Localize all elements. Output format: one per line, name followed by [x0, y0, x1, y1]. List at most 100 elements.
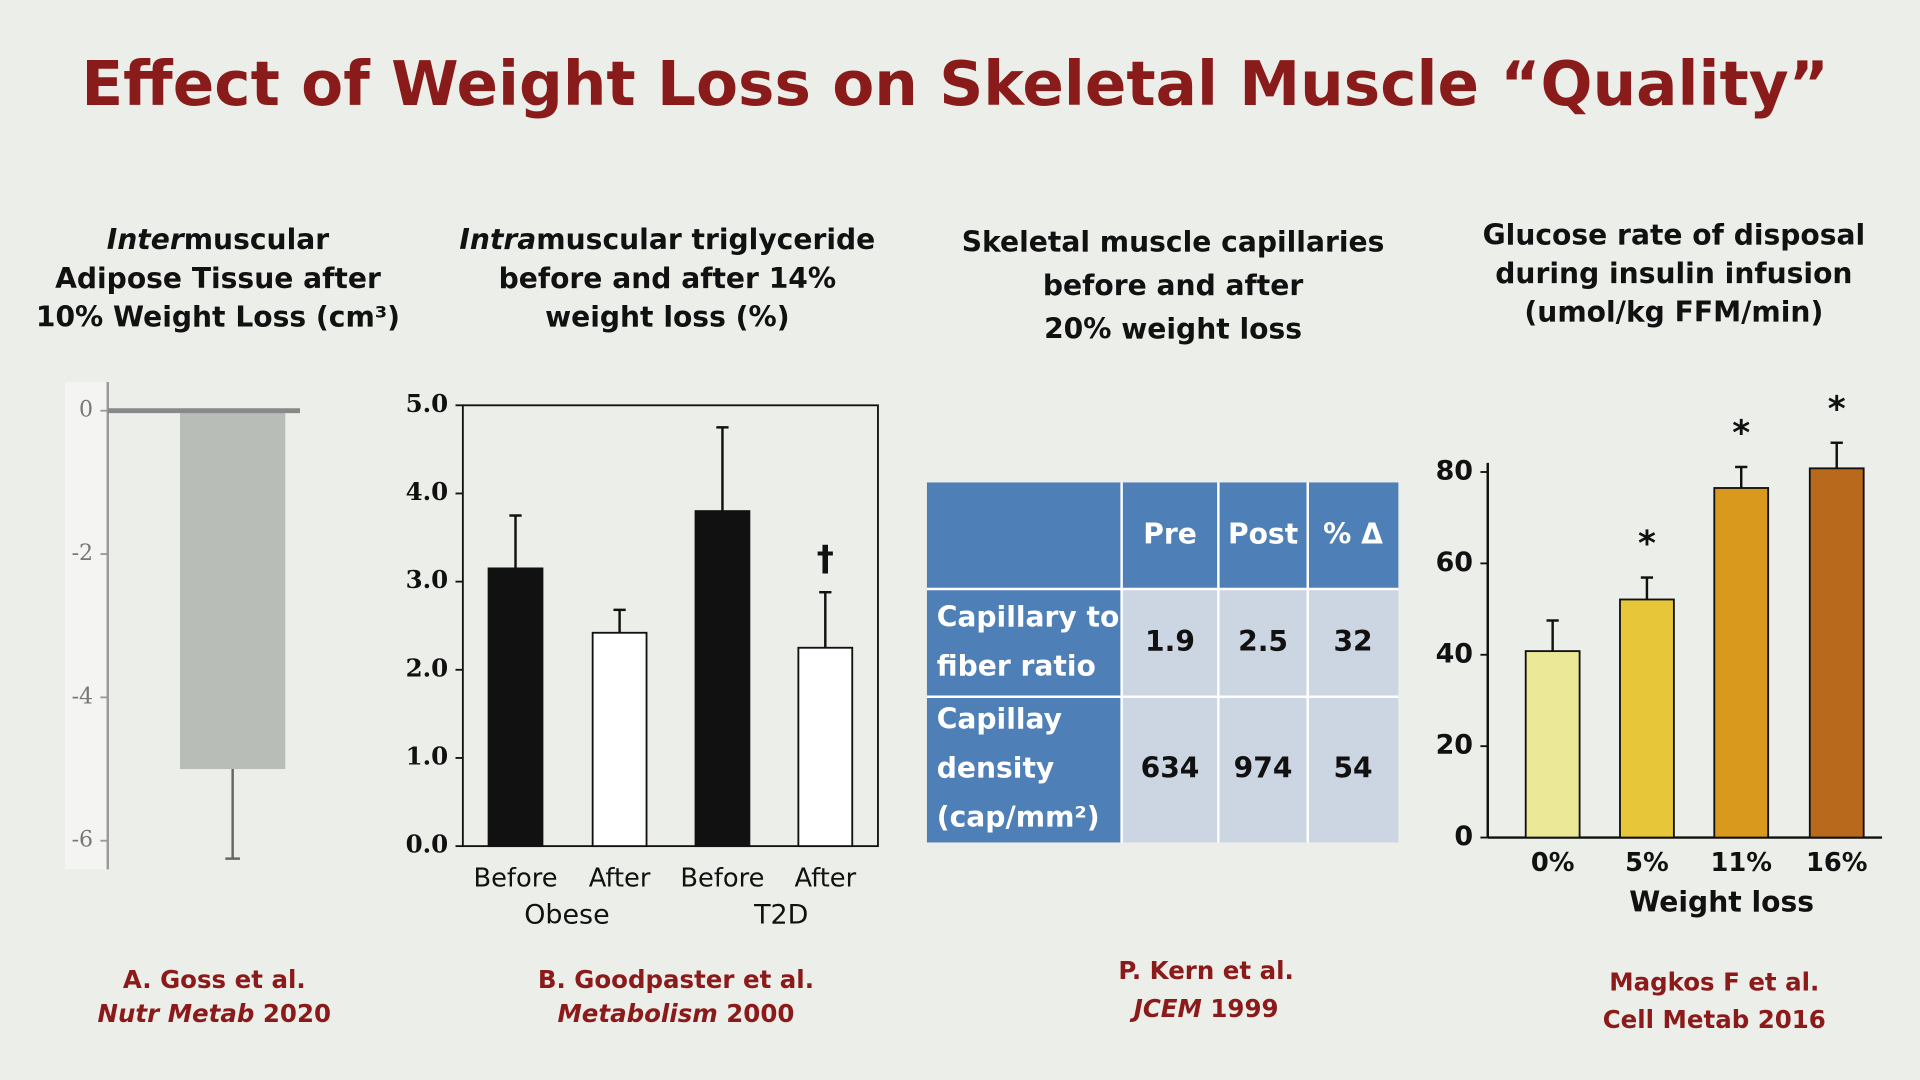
- citation: P. Kern et al.: [1118, 956, 1293, 985]
- panel-title: weight loss (%): [545, 300, 789, 333]
- citation: A. Goss et al.: [123, 965, 306, 994]
- y-tick-label: 0: [1454, 821, 1473, 852]
- citation-part: Nutr Metab: [98, 999, 255, 1028]
- citation-part: B. Goodpaster et al.: [538, 965, 814, 994]
- x-tick-label: 0%: [1531, 848, 1575, 878]
- y-tick-label: 40: [1436, 638, 1473, 669]
- panel-title: Intermuscular: [107, 223, 329, 256]
- bar: [1808, 467, 1865, 839]
- x-tick-label: Before: [473, 864, 557, 894]
- table-cell: 2.5: [1238, 625, 1288, 658]
- panel-title-part: weight loss (%): [545, 300, 789, 333]
- panel-title-part: before and after: [1043, 269, 1303, 302]
- citation-part: 1999: [1202, 994, 1279, 1023]
- table-header-bg: [926, 482, 1399, 589]
- table-cell: 54: [1333, 752, 1372, 785]
- bar: [797, 646, 854, 848]
- axis-strip: [64, 382, 108, 870]
- panel-title-part: Glucose rate of disposal: [1483, 218, 1866, 251]
- panel-title: before and after 14%: [499, 262, 837, 295]
- citation-part: A. Goss et al.: [123, 965, 306, 994]
- bar: [1713, 487, 1770, 839]
- y-tick-label: -6: [72, 828, 93, 853]
- y-tick-label: 80: [1436, 455, 1473, 486]
- panel-title: Skeletal muscle capillaries: [962, 226, 1385, 259]
- panel-title: 10% Weight Loss (cm³): [36, 300, 400, 333]
- x-tick-label: After: [794, 864, 856, 894]
- y-tick-label: 2.0: [406, 653, 449, 682]
- y-tick-label: -4: [72, 684, 93, 709]
- plot-frame: [461, 404, 879, 848]
- panel-title-part: muscular triglyceride: [536, 223, 875, 256]
- citation: Cell Metab 2016: [1603, 1005, 1826, 1034]
- x-tick-label: 16%: [1806, 848, 1868, 878]
- bar: [487, 567, 544, 848]
- bar: [694, 510, 751, 848]
- bar: [1524, 650, 1581, 839]
- row-label: Capillay: [937, 703, 1062, 736]
- citation: Nutr Metab 2020: [98, 999, 331, 1028]
- panel-title: Intramuscular triglyceride: [459, 223, 875, 256]
- citation-part: P. Kern et al.: [1118, 956, 1293, 985]
- citation: Metabolism 2000: [557, 999, 794, 1028]
- annotation: *: [1828, 389, 1846, 429]
- panel-title: 20% weight loss: [1044, 313, 1302, 346]
- row-label: density: [937, 752, 1055, 785]
- panel-title-part: Adipose Tissue after: [55, 262, 381, 295]
- annotation: *: [1732, 414, 1750, 454]
- row-label: fiber ratio: [937, 649, 1096, 682]
- y-tick-label: 5.0: [406, 389, 449, 418]
- citation-part: 2020: [254, 999, 331, 1028]
- x-tick-label: 5%: [1625, 848, 1669, 878]
- panel-title: Glucose rate of disposal: [1483, 218, 1866, 251]
- panel-title-part: 20% weight loss: [1044, 313, 1302, 346]
- y-tick-label: 60: [1436, 547, 1473, 578]
- y-tick-label: 20: [1436, 730, 1473, 761]
- bar: [591, 631, 648, 848]
- citation-part: Cell Metab 2016: [1603, 1005, 1826, 1034]
- table-body-bg: [1121, 588, 1399, 843]
- panel-title-part: (umol/kg FFM/min): [1524, 295, 1823, 328]
- y-tick-label: 3.0: [406, 565, 449, 594]
- panel-title: (umol/kg FFM/min): [1524, 295, 1823, 328]
- y-tick-label: 1.0: [406, 741, 449, 770]
- panel-title-part: Skeletal muscle capillaries: [962, 226, 1385, 259]
- content: Intermuscular Adipose Tissue after 10% Wei…: [36, 218, 1883, 1034]
- bar: [1619, 598, 1675, 839]
- y-tick-label: 4.0: [406, 477, 449, 506]
- x-axis-label: Weight loss: [1629, 886, 1814, 919]
- panel-title-part: Inter: [107, 223, 186, 256]
- group-label: T2D: [753, 899, 808, 930]
- panel-title: Adipose Tissue after: [55, 262, 381, 295]
- panel-title-part: before and after 14%: [499, 262, 837, 295]
- table-label-bg: [926, 588, 1122, 843]
- bar: [180, 410, 286, 770]
- table-cell: 1.9: [1145, 625, 1195, 658]
- y-tick-label: 0: [79, 398, 93, 423]
- panel-title-part: muscular: [184, 223, 330, 256]
- citation: B. Goodpaster et al.: [538, 965, 814, 994]
- y-tick-label: 0.0: [406, 830, 449, 859]
- table-cell: 974: [1234, 752, 1293, 785]
- row-label: Capillary to: [937, 600, 1120, 633]
- x-tick-label: Before: [680, 864, 764, 894]
- x-tick-label: 11%: [1710, 848, 1772, 878]
- slide-title: Effect of Weight Loss on Skeletal Muscle…: [81, 49, 1828, 120]
- panel-title: during insulin infusion: [1495, 257, 1852, 290]
- table-header: Pre: [1143, 518, 1197, 551]
- y-tick-label: -2: [72, 541, 93, 566]
- citation: Magkos F et al.: [1609, 967, 1819, 996]
- citation-part: Magkos F et al.: [1609, 967, 1819, 996]
- table-cell: 634: [1141, 752, 1200, 785]
- annotation: *: [1638, 524, 1656, 564]
- table-header: Post: [1228, 518, 1298, 551]
- citation-part: Metabolism: [557, 999, 717, 1028]
- panel-title-part: during insulin infusion: [1495, 257, 1852, 290]
- row-label: (cap/mm²): [937, 801, 1100, 834]
- table-cell: 32: [1333, 625, 1372, 658]
- panel-title-part: Intra: [459, 223, 536, 256]
- citation: JCEM 1999: [1129, 994, 1279, 1023]
- annotation: †: [817, 539, 834, 579]
- citation-part: JCEM: [1129, 994, 1202, 1023]
